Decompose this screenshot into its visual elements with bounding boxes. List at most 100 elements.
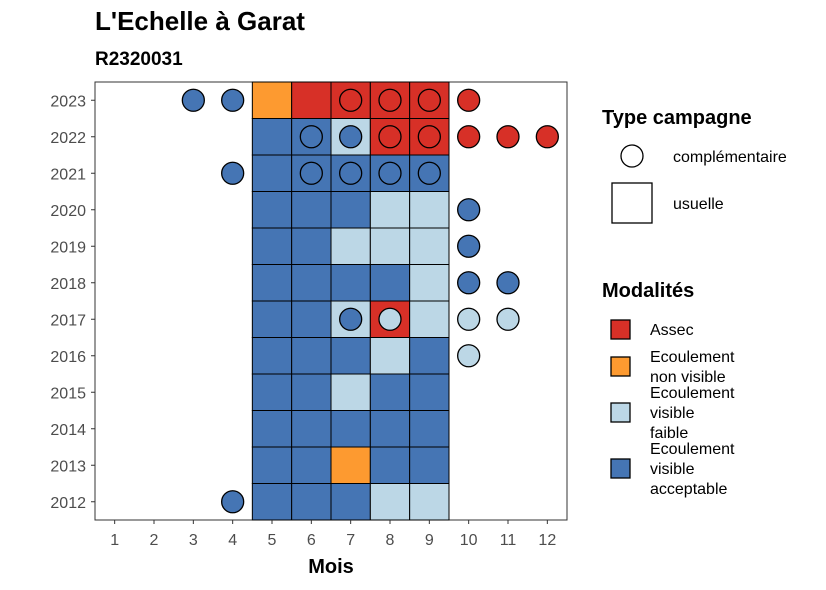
tile-2016-7 (330, 337, 371, 375)
tile-2013-8 (369, 446, 411, 484)
tile-2013-9 (409, 446, 450, 484)
legend-label-ecoulement-visible-faible: Ecoulement visible faible (650, 385, 735, 442)
x-tick-label-10: 10 (460, 532, 478, 549)
legend: Type campagne Modalités complémentaire us… (602, 107, 787, 498)
tile-2018-6 (291, 264, 332, 302)
tile-2014-5 (251, 410, 293, 448)
point-2022-7 (339, 125, 363, 149)
point-2022-6 (299, 125, 323, 149)
tile-2016-9 (409, 337, 450, 375)
tile-2020-7 (330, 191, 371, 229)
tile-2013-6 (291, 446, 332, 484)
tile-2015-9 (409, 373, 450, 411)
y-axis: 2012 2013 2014 2015 2016 2017 2018 2019 2020 2021… (50, 93, 95, 512)
tile-2018-7 (330, 264, 371, 302)
tile-2015-7 (330, 373, 371, 411)
y-tick-label-2022: 2022 (50, 130, 86, 147)
point-2023-7 (339, 88, 363, 112)
tile-2016-5 (251, 337, 293, 375)
tile-2017-5 (251, 300, 293, 338)
tile-2015-6 (291, 373, 332, 411)
point-2017-7 (339, 307, 363, 331)
tile-2013-5 (251, 446, 293, 484)
tile-2012-9 (409, 483, 450, 521)
x-tick-label-7: 7 (346, 532, 355, 549)
tile-2014-7 (330, 410, 371, 448)
tile-2015-5 (251, 373, 293, 411)
y-tick-label-2019: 2019 (50, 239, 86, 256)
tile-2019-7 (330, 227, 371, 265)
x-tick-label-12: 12 (538, 532, 556, 549)
tile-2016-6 (291, 337, 332, 375)
tile-2018-5 (251, 264, 293, 302)
tile-2023-5 (251, 81, 293, 119)
tile-2017-9 (409, 300, 450, 338)
x-tick-label-11: 11 (500, 532, 517, 549)
point-2023-10 (457, 88, 481, 112)
x-tick-label-1: 1 (110, 532, 119, 549)
tile-2015-8 (369, 373, 411, 411)
y-tick-label-2023: 2023 (50, 93, 86, 110)
legend-label-complementaire: complémentaire (673, 149, 787, 166)
x-axis: 1 2 3 4 5 6 7 8 9 10 11 12 (110, 520, 556, 549)
point-2018-11 (496, 271, 520, 295)
chart-subtitle: R2320031 (95, 49, 183, 70)
point-2023-3 (181, 88, 205, 112)
tile-2014-8 (369, 410, 411, 448)
y-tick-label-2015: 2015 (50, 385, 86, 402)
y-tick-label-2021: 2021 (50, 166, 86, 183)
y-tick-label-2013: 2013 (50, 458, 86, 475)
point-2023-9 (417, 88, 441, 112)
y-tick-label-2018: 2018 (50, 276, 86, 293)
tile-2019-9 (409, 227, 450, 265)
legend-swatch-ecoulement-visible-acceptable (610, 458, 631, 479)
legend-key-complementaire (620, 144, 644, 168)
point-2021-7 (339, 161, 363, 185)
point-2022-12 (535, 125, 559, 149)
y-tick-label-2020: 2020 (50, 203, 86, 220)
tile-2020-5 (251, 191, 293, 229)
x-tick-label-8: 8 (386, 532, 395, 549)
point-2021-6 (299, 161, 323, 185)
legend-label-ecoulement-visible-acceptable: Ecoulement visible acceptable (650, 441, 735, 498)
point-2018-10 (457, 271, 481, 295)
x-tick-label-3: 3 (189, 532, 198, 549)
point-2020-10 (457, 198, 481, 222)
tile-2020-6 (291, 191, 332, 229)
legend-swatch-assec (610, 319, 631, 340)
y-tick-label-2012: 2012 (50, 495, 86, 512)
y-tick-label-2016: 2016 (50, 349, 86, 366)
point-2021-4 (221, 161, 245, 185)
chart-title: L'Echelle à Garat (95, 6, 305, 36)
tile-2018-9 (409, 264, 450, 302)
tile-2019-5 (251, 227, 293, 265)
legend-fill-title: Modalités (602, 280, 694, 302)
y-tick-label-2017: 2017 (50, 312, 86, 329)
x-tick-label-6: 6 (307, 532, 316, 549)
tile-2019-6 (291, 227, 332, 265)
x-tick-label-2: 2 (150, 532, 159, 549)
tile-2022-5 (251, 118, 293, 156)
tile-2018-8 (369, 264, 411, 302)
tile-2017-6 (291, 300, 332, 338)
tile-2020-8 (369, 191, 411, 229)
point-2022-8 (378, 125, 402, 149)
point-2021-8 (378, 161, 402, 185)
point-2017-8 (378, 307, 402, 331)
point-2016-10 (457, 344, 481, 368)
legend-label-ecoulement-non-visible: Ecoulement non visible (650, 349, 735, 386)
legend-shape-title: Type campagne (602, 107, 752, 129)
x-axis-title: Mois (308, 556, 354, 578)
legend-swatch-ecoulement-non-visible (610, 356, 631, 377)
point-2017-11 (496, 307, 520, 331)
point-2021-9 (417, 161, 441, 185)
tile-2016-8 (369, 337, 411, 375)
tile-2023-6 (291, 81, 332, 119)
tile-2012-6 (291, 483, 332, 521)
tile-2013-7 (330, 446, 371, 484)
point-2023-8 (378, 88, 402, 112)
y-tick-label-2014: 2014 (50, 422, 86, 439)
point-2023-4 (221, 88, 245, 112)
x-tick-label-5: 5 (268, 532, 277, 549)
